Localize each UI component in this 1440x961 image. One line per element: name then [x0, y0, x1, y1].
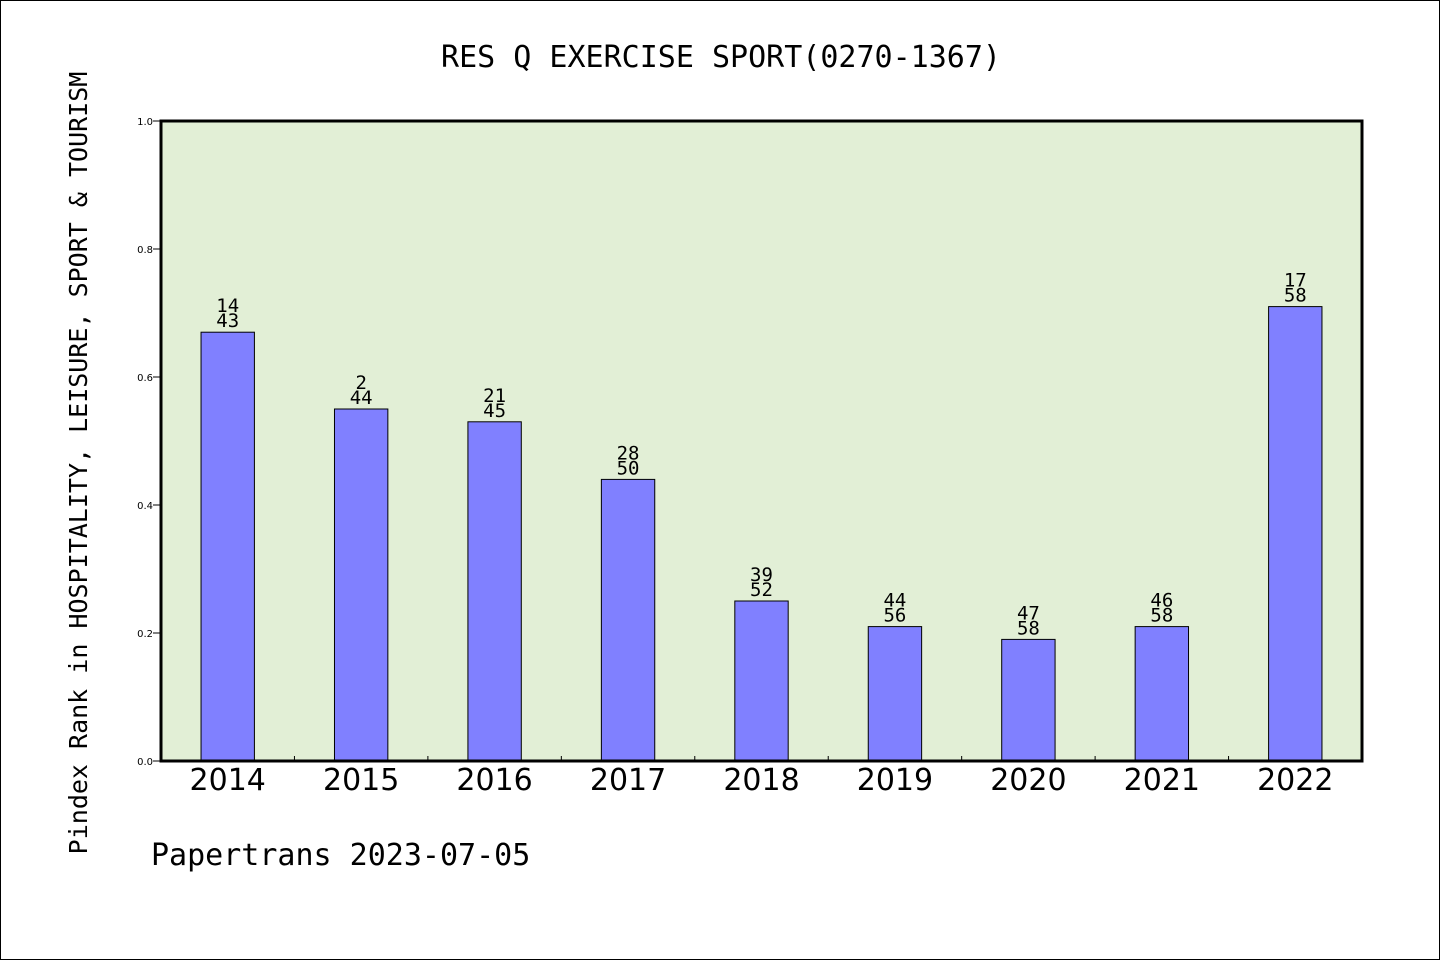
y-tick-label: 0.8 [137, 245, 153, 256]
bar-2022 [1268, 306, 1323, 762]
rank-label: 21 [483, 385, 506, 407]
bar-2018 [734, 600, 789, 762]
y-tick-label: 0.4 [137, 501, 153, 512]
bar-2021 [1134, 626, 1190, 762]
bar-2015 [333, 408, 389, 762]
plot-border [159, 119, 1364, 763]
total-label: 45 [483, 400, 506, 422]
rank-label: 46 [1150, 590, 1173, 612]
y-tick-label: 0.2 [137, 629, 153, 640]
x-tick-label: 2019 [857, 763, 933, 798]
footer-credit: Papertrans 2023-07-05 [151, 838, 530, 873]
x-tick-label: 2021 [1124, 763, 1200, 798]
y-tick-label: 1.0 [137, 117, 153, 128]
chart-title: RES Q EXERCISE SPORT(0270-1367) [441, 40, 1001, 75]
total-label: 58 [1017, 617, 1040, 639]
total-label: 52 [750, 579, 773, 601]
rank-label: 14 [216, 295, 239, 317]
rank-label: 28 [617, 442, 640, 464]
bar-2017 [600, 478, 656, 762]
rank-label: 47 [1017, 602, 1040, 624]
total-label: 56 [883, 605, 906, 627]
total-label: 44 [350, 387, 373, 409]
total-label: 58 [1284, 285, 1307, 307]
rank-label: 2 [355, 372, 366, 394]
y-tick-label: 0.6 [137, 373, 153, 384]
x-tick-label: 2020 [990, 763, 1066, 798]
bar-2020 [1001, 638, 1056, 762]
x-axis-labels: 2014 2015 2016 2017 2018 2019 2020 2021 2022 [190, 763, 1334, 798]
y-axis-ticks: 0.0 0.2 0.4 0.6 0.8 1.0 [137, 117, 161, 768]
total-label: 50 [617, 457, 640, 479]
rank-label: 39 [750, 564, 773, 586]
x-tick-label: 2016 [456, 763, 532, 798]
bar-2016 [467, 421, 522, 762]
bar-2019 [867, 626, 923, 762]
total-label: 58 [1150, 605, 1173, 627]
total-label: 43 [216, 310, 239, 332]
x-tick-label: 2022 [1257, 763, 1333, 798]
rank-label: 44 [883, 590, 906, 612]
x-tick-label: 2018 [723, 763, 799, 798]
x-tick-label: 2017 [590, 763, 666, 798]
y-axis-label: Pindex Rank in HOSPITALITY, LEISURE, SPO… [64, 72, 93, 855]
bar-2014 [200, 331, 255, 762]
rank-label: 17 [1284, 270, 1307, 292]
y-tick-label: 0.0 [137, 757, 153, 768]
x-tick-label: 2015 [323, 763, 399, 798]
x-tick-label: 2014 [190, 763, 266, 798]
bars [200, 306, 1323, 762]
